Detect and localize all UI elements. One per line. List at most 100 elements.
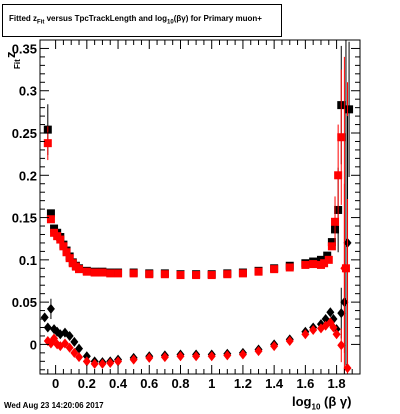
data-point-diamond xyxy=(98,358,107,369)
data-point-square xyxy=(320,259,329,268)
y-tick-label: 0.15 xyxy=(12,211,37,226)
chart-title-box: Fitted zFit versus TpcTrackLength and lo… xyxy=(2,4,282,37)
data-point-diamond xyxy=(343,363,352,374)
data-point-square xyxy=(90,268,99,277)
data-point-diamond xyxy=(46,303,55,314)
x-tick-label: 0.4 xyxy=(109,376,128,391)
data-point-square xyxy=(223,270,232,279)
data-point-diamond xyxy=(70,336,79,347)
data-point-square xyxy=(285,263,294,272)
data-point-diamond xyxy=(43,322,52,333)
data-point-square xyxy=(46,215,55,224)
data-point-square xyxy=(82,267,91,276)
data-point-square xyxy=(46,209,55,218)
data-point-square xyxy=(324,255,333,264)
data-point-square xyxy=(301,260,310,269)
x-tick-label: 0.2 xyxy=(78,376,96,391)
data-point-diamond xyxy=(176,351,185,362)
y-tick-label: 0.2 xyxy=(19,168,37,183)
data-point-square xyxy=(254,267,263,276)
x-tick-label: 1.4 xyxy=(265,376,284,391)
data-point-square xyxy=(176,271,185,280)
data-point-diamond xyxy=(332,329,341,340)
data-point-square xyxy=(98,268,107,277)
data-point-diamond xyxy=(129,354,138,365)
y-tick-label: 0.25 xyxy=(12,126,37,141)
y-tick-label: 0 xyxy=(30,337,37,352)
data-point-square xyxy=(337,133,346,142)
y-tick-label: 0.05 xyxy=(12,295,37,310)
data-point-square xyxy=(270,265,279,274)
y-tick-label: 0.3 xyxy=(19,84,37,99)
data-point-square xyxy=(75,265,84,274)
data-point-diamond xyxy=(326,307,335,318)
data-point-square xyxy=(331,217,340,226)
data-point-diamond xyxy=(106,358,115,369)
data-point-diamond xyxy=(207,351,216,362)
data-point-diamond xyxy=(340,263,349,274)
x-tick-label: 1.6 xyxy=(296,376,314,391)
data-point-square xyxy=(62,248,71,257)
data-point-square xyxy=(56,235,65,244)
data-point-square xyxy=(145,270,154,279)
data-point-square xyxy=(238,269,247,278)
data-point-diamond xyxy=(75,352,84,363)
data-point-diamond xyxy=(70,347,79,358)
data-point-square xyxy=(114,269,123,278)
data-point-diamond xyxy=(285,336,294,347)
x-tick-label: 1.2 xyxy=(234,376,252,391)
data-point-square xyxy=(207,271,216,280)
data-point-square xyxy=(50,224,59,233)
data-point-diamond xyxy=(56,329,65,340)
data-point-diamond xyxy=(145,352,154,363)
data-point-diamond xyxy=(309,325,318,336)
data-point-square xyxy=(334,171,343,180)
data-point-diamond xyxy=(160,352,169,363)
data-point-square xyxy=(192,271,201,280)
chart-title: Fitted zFit versus TpcTrackLength and lo… xyxy=(9,14,262,26)
x-tick-label: 1.8 xyxy=(328,376,346,391)
data-point-diamond xyxy=(337,308,346,319)
data-point-square xyxy=(129,269,138,278)
data-point-diamond xyxy=(40,312,49,323)
data-point-square xyxy=(327,238,336,247)
data-point-square xyxy=(43,139,52,148)
data-point-diamond xyxy=(65,330,74,341)
x-axis-label: log10 (β γ) xyxy=(292,394,352,412)
data-point-square xyxy=(323,251,332,260)
data-point-diamond xyxy=(337,340,346,351)
data-point-diamond xyxy=(82,356,91,367)
data-point-diamond xyxy=(82,351,91,362)
data-point-diamond xyxy=(65,342,74,353)
data-point-diamond xyxy=(270,341,279,352)
data-point-diamond xyxy=(329,322,338,333)
data-point-square xyxy=(106,269,115,278)
x-tick-label: 0.8 xyxy=(171,376,189,391)
data-point-square xyxy=(327,242,336,251)
data-point-square xyxy=(309,260,318,269)
data-point-diamond xyxy=(254,346,263,357)
data-point-diamond xyxy=(75,343,84,354)
data-point-diamond xyxy=(114,356,123,367)
data-point-square xyxy=(65,254,74,263)
x-tick-label: 1 xyxy=(208,376,215,391)
y-axis-label-sub: Fit xyxy=(13,59,22,69)
data-point-diamond xyxy=(192,351,201,362)
data-point-diamond xyxy=(238,349,247,360)
x-tick-label: 0 xyxy=(52,376,59,391)
y-axis-label-main: z xyxy=(3,51,18,59)
x-tick-label: 0.6 xyxy=(140,376,158,391)
data-point-diamond xyxy=(301,329,310,340)
data-point-square xyxy=(345,105,354,114)
data-point-diamond xyxy=(90,358,99,369)
data-point-diamond xyxy=(56,341,65,352)
plot-frame xyxy=(39,39,361,375)
timestamp: Wed Aug 23 14:20:06 2017 xyxy=(4,401,104,410)
y-tick-label: 0.35 xyxy=(12,41,37,56)
y-tick-label: 0.1 xyxy=(19,253,37,268)
data-point-diamond xyxy=(60,338,69,349)
data-point-square xyxy=(160,270,169,279)
data-point-diamond xyxy=(223,350,232,361)
data-point-square xyxy=(59,242,68,251)
